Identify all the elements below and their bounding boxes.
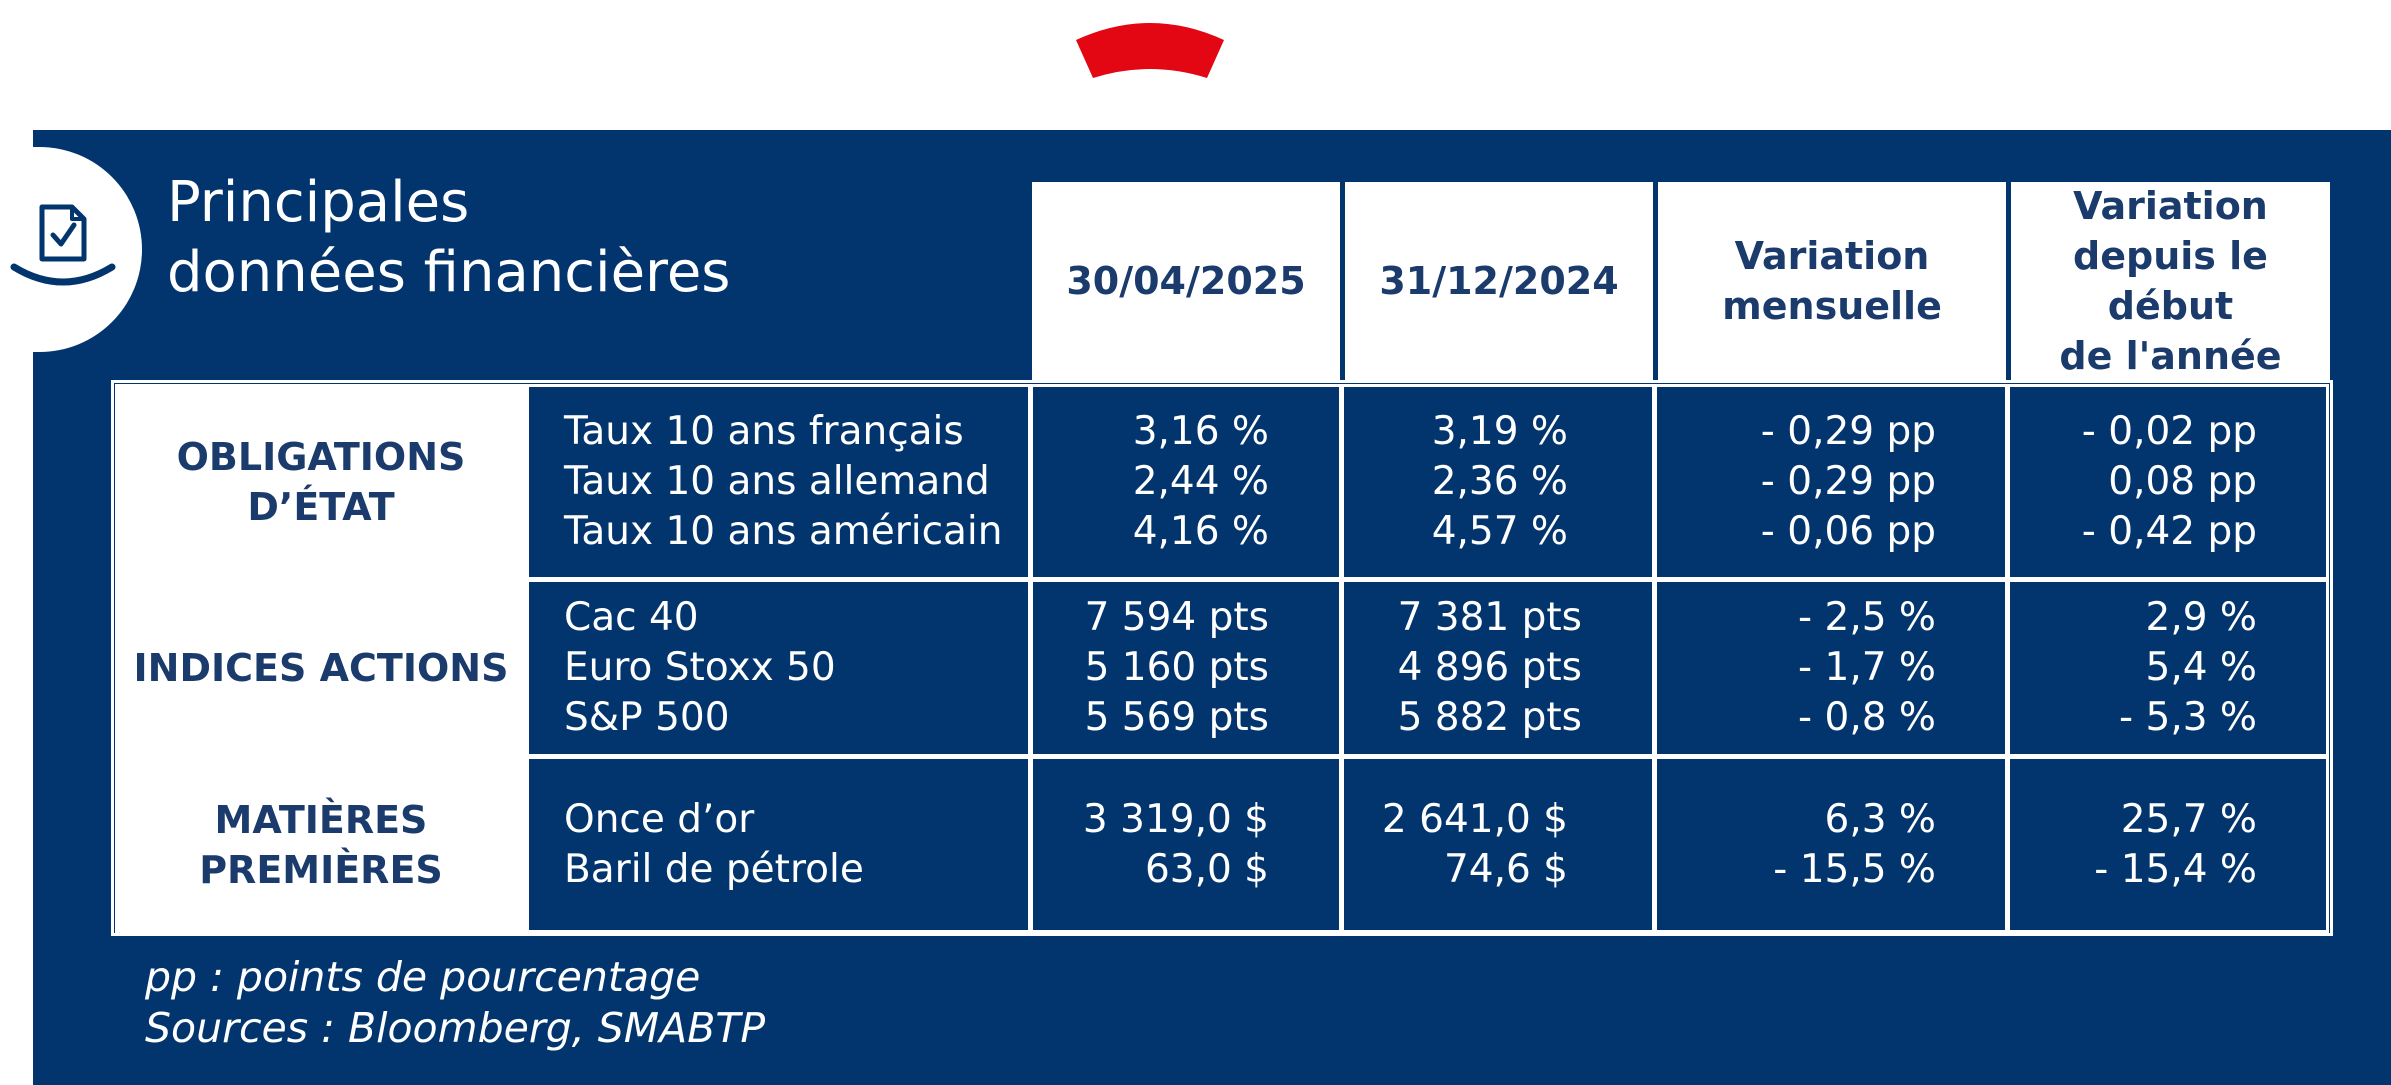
- value-cell: 3 319,0 $: [1082, 796, 1269, 842]
- header-monthly-variation: Variation mensuelle: [1658, 182, 2006, 380]
- title-line-1: Principales: [167, 170, 470, 235]
- equity-monthly: - 2,5 % - 1,7 % - 0,8 %: [1654, 579, 2008, 757]
- value-cell: - 15,5 %: [1773, 846, 1936, 892]
- value-cell: 0,08 pp: [2108, 459, 2257, 504]
- value-cell: - 0,29 pp: [1760, 409, 1936, 454]
- value-cell: 4,57 %: [1431, 509, 1568, 554]
- row-label: Cac 40: [564, 595, 699, 640]
- category-government-bonds: OBLIGATIONS D’ÉTAT: [115, 384, 527, 580]
- commodities-current: 3 319,0 $ 63,0 $: [1030, 756, 1342, 933]
- page-title: Principales données financières: [167, 168, 1027, 308]
- header-ytd-variation: Variation depuis le début de l'année: [2011, 182, 2330, 380]
- bonds-monthly: - 0,29 pp - 0,29 pp - 0,06 pp: [1654, 384, 2008, 580]
- header-date-current: 30/04/2025: [1032, 182, 1340, 380]
- value-cell: 5 569 pts: [1084, 695, 1269, 740]
- row-label: Once d’or: [564, 796, 755, 842]
- equity-labels: Cac 40 Euro Stoxx 50 S&P 500: [526, 579, 1031, 757]
- row-label: Euro Stoxx 50: [564, 645, 836, 690]
- bonds-current: 3,16 % 2,44 % 4,16 %: [1030, 384, 1342, 580]
- red-arc-logo: [1076, 23, 1224, 78]
- value-cell: 25,7 %: [2120, 796, 2257, 842]
- value-cell: - 0,8 %: [1798, 695, 1936, 740]
- value-cell: 4,16 %: [1132, 509, 1269, 554]
- equity-previous: 7 381 pts 4 896 pts 5 882 pts: [1341, 579, 1655, 757]
- value-cell: 5 160 pts: [1084, 645, 1269, 690]
- value-cell: - 15,4 %: [2094, 846, 2257, 892]
- commodities-previous: 2 641,0 $ 74,6 $: [1341, 756, 1655, 933]
- category-equity-indices: INDICES ACTIONS: [115, 579, 527, 757]
- row-label: Taux 10 ans français: [564, 409, 964, 454]
- value-cell: 3,19 %: [1431, 409, 1568, 454]
- value-cell: 7 594 pts: [1084, 595, 1269, 640]
- value-cell: - 0,02 pp: [2081, 409, 2257, 454]
- equity-ytd: 2,9 % 5,4 % - 5,3 %: [2007, 579, 2329, 757]
- value-cell: - 2,5 %: [1798, 595, 1936, 640]
- commodities-ytd: 25,7 % - 15,4 %: [2007, 756, 2329, 933]
- equity-current: 7 594 pts 5 160 pts 5 569 pts: [1030, 579, 1342, 757]
- footnote-legend: pp : points de pourcentage: [145, 953, 701, 1001]
- value-cell: - 1,7 %: [1798, 645, 1936, 690]
- value-cell: - 5,3 %: [2119, 695, 2257, 740]
- footnote-sources: Sources : Bloomberg, SMABTP: [145, 1004, 766, 1052]
- value-cell: 7 381 pts: [1397, 595, 1582, 640]
- value-cell: 2,44 %: [1132, 459, 1269, 504]
- value-cell: - 0,42 pp: [2081, 509, 2257, 554]
- value-cell: - 0,06 pp: [1760, 509, 1936, 554]
- row-label: Taux 10 ans allemand: [564, 459, 990, 504]
- document-check-icon: [10, 204, 116, 286]
- header-date-previous: 31/12/2024: [1345, 182, 1653, 380]
- bonds-labels: Taux 10 ans français Taux 10 ans alleman…: [526, 384, 1031, 580]
- value-cell: 6,3 %: [1824, 796, 1936, 842]
- row-label: Baril de pétrole: [564, 846, 864, 892]
- row-label: Taux 10 ans américain: [564, 509, 1003, 554]
- bonds-previous: 3,19 % 2,36 % 4,57 %: [1341, 384, 1655, 580]
- title-line-2: données financières: [167, 240, 731, 305]
- financial-table: [111, 380, 2333, 936]
- value-cell: 5,4 %: [2145, 645, 2257, 690]
- value-cell: 3,16 %: [1132, 409, 1269, 454]
- value-cell: 63,0 $: [1144, 846, 1269, 892]
- value-cell: 2,9 %: [2145, 595, 2257, 640]
- commodities-monthly: 6,3 % - 15,5 %: [1654, 756, 2008, 933]
- commodities-labels: Once d’or Baril de pétrole: [526, 756, 1031, 933]
- footnote: pp : points de pourcentage Sources : Blo…: [145, 952, 765, 1054]
- value-cell: - 0,29 pp: [1760, 459, 1936, 504]
- value-cell: 2 641,0 $: [1381, 796, 1568, 842]
- row-label: S&P 500: [564, 695, 730, 740]
- value-cell: 5 882 pts: [1397, 695, 1582, 740]
- value-cell: 2,36 %: [1431, 459, 1568, 504]
- bonds-ytd: - 0,02 pp 0,08 pp - 0,42 pp: [2007, 384, 2329, 580]
- value-cell: 74,6 $: [1443, 846, 1568, 892]
- value-cell: 4 896 pts: [1397, 645, 1582, 690]
- category-commodities: MATIÈRES PREMIÈRES: [115, 756, 527, 933]
